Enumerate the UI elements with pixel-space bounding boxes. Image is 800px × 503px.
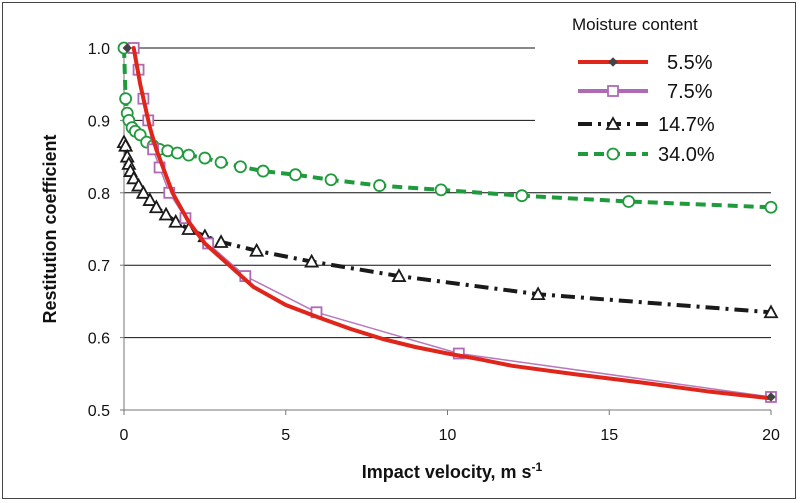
- marker-3-13: [198, 151, 212, 165]
- marker-0-0: [122, 43, 132, 53]
- marker-3-12: [182, 148, 196, 162]
- marker-2-7: [135, 184, 151, 199]
- marker-3-23: [764, 200, 778, 214]
- marker-2-6: [131, 177, 147, 192]
- series-0: [122, 43, 776, 402]
- marker-3-11: [170, 146, 184, 160]
- legend-label-0: 5.5%: [667, 52, 713, 74]
- series-group: [116, 41, 779, 403]
- y-tick-label-4: 0.9: [88, 113, 110, 130]
- marker-3-17: [289, 168, 302, 182]
- x-axis-label: Impact velocity, m s-1: [362, 460, 543, 482]
- x-axis-label-text: Impact velocity, m s: [362, 462, 532, 482]
- marker-2-5: [126, 170, 142, 185]
- marker-3-1: [119, 92, 133, 106]
- legend-label-3: 34.0%: [658, 144, 715, 166]
- y-tick-label-3: 0.8: [88, 186, 110, 203]
- y-tick-label-0: 0.5: [88, 403, 110, 420]
- y-tick-label-1: 0.6: [88, 331, 110, 348]
- x-tick-label-2: 10: [439, 427, 457, 444]
- marker-2-11: [168, 213, 184, 228]
- marker-2-10: [158, 206, 174, 221]
- marker-2-8: [142, 192, 158, 206]
- legend-marker-3: [606, 147, 620, 161]
- marker-2-15: [249, 242, 265, 257]
- legend-title: Moisture content: [572, 15, 698, 34]
- marker-3-20: [434, 183, 448, 197]
- marker-2-1: [118, 137, 134, 152]
- marker-2-16: [304, 253, 320, 268]
- marker-3-16: [256, 164, 270, 178]
- x-tick-label-1: 5: [281, 427, 290, 444]
- marker-2-19: [763, 304, 779, 319]
- x-tick-label-4: 20: [762, 427, 780, 444]
- y-axis-label: Restitution coefficient: [40, 134, 60, 323]
- ticks: 0.5 0.6 0.7 0.8 0.9 1.0 0 5 10 15 20: [88, 41, 780, 444]
- legend: Moisture content 5.5% 7.5% 14.7% 34.0%: [572, 15, 715, 166]
- marker-3-15: [234, 160, 247, 174]
- marker-3-21: [515, 189, 529, 203]
- x-axis-label-superscript: -1: [532, 460, 543, 474]
- marker-2-18: [530, 286, 546, 301]
- x-tick-label-3: 15: [600, 427, 618, 444]
- marker-2-9: [148, 199, 164, 214]
- legend-marker-1: [607, 85, 619, 97]
- legend-label-1: 7.5%: [667, 81, 713, 103]
- legend-marker-2: [605, 116, 621, 130]
- marker-3-22: [622, 195, 636, 208]
- x-tick-label-0: 0: [120, 427, 129, 444]
- marker-3-18: [324, 173, 338, 187]
- marker-3-19: [373, 179, 386, 192]
- marker-3-14: [214, 155, 228, 169]
- marker-0-1: [766, 392, 776, 402]
- series-line-0: [131, 46, 773, 401]
- y-tick-label-2: 0.7: [88, 258, 110, 275]
- legend-label-2: 14.7%: [658, 114, 715, 136]
- marker-2-14: [213, 234, 229, 248]
- legend-marker-0: [608, 57, 618, 67]
- y-tick-label-5: 1.0: [88, 41, 110, 58]
- marker-2-17: [391, 268, 407, 282]
